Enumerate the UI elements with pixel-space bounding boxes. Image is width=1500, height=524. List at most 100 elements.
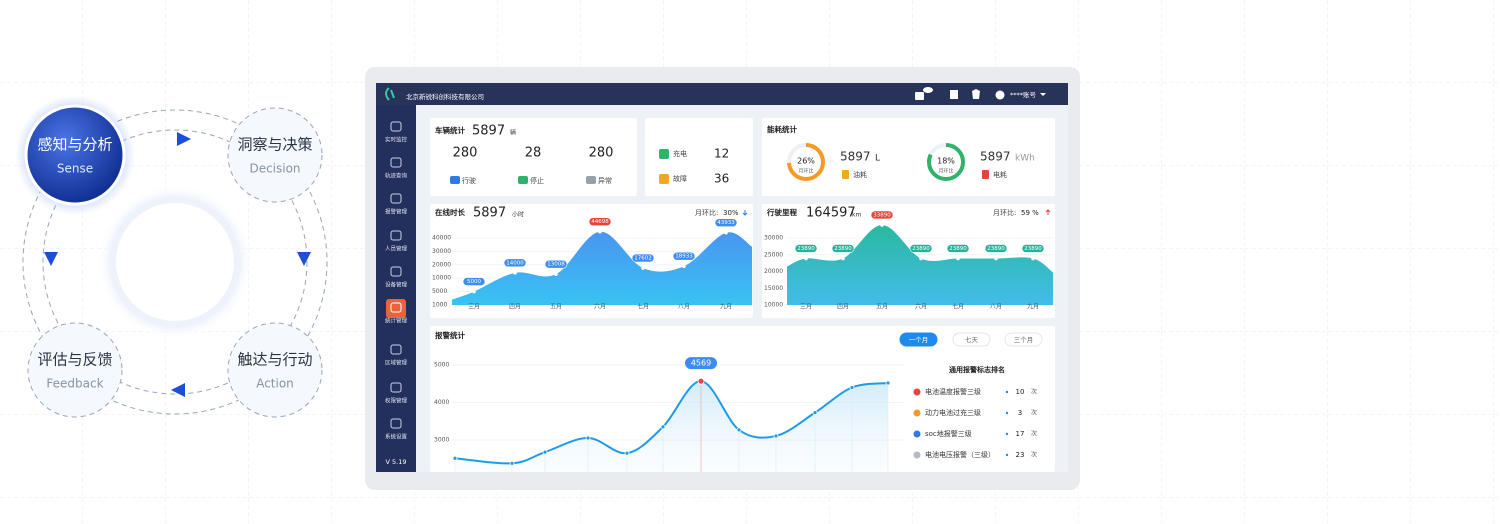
rank-label: 电池电压报警（三级） [925, 450, 995, 459]
rank-badge [913, 409, 921, 417]
tab[interactable] [952, 332, 991, 347]
y-tick-label: 10000 [764, 302, 783, 309]
data-point [682, 264, 686, 269]
energy-icon [982, 170, 989, 179]
dot [1005, 432, 1009, 436]
node [227, 107, 323, 203]
rank-unit: 次 [1031, 451, 1037, 459]
stat-value: 280 [589, 146, 614, 161]
version: V 5.19 [386, 458, 407, 466]
menu-item: 人员管理 [385, 245, 408, 253]
data-point [804, 256, 808, 261]
status-label: 故障 [673, 174, 687, 183]
card-title: 报警统计 [435, 330, 465, 340]
node [27, 322, 123, 418]
value-label: 14000 [506, 260, 524, 266]
center-circle [110, 197, 240, 327]
value-label: 23890 [912, 246, 930, 252]
stat-value: 280 [453, 146, 478, 161]
tab-label: 七天 [965, 335, 979, 344]
value-pill [870, 210, 894, 220]
tab[interactable] [1004, 332, 1043, 347]
value-label: 23890 [797, 246, 815, 252]
ratio: 59 % [1021, 209, 1039, 217]
x-tick-label: 六月 [594, 303, 606, 311]
value-pill [794, 244, 818, 253]
node-subtitle: Decision [249, 162, 300, 176]
data-point [472, 289, 476, 294]
x-tick-label: 四月 [837, 304, 849, 311]
data-point [773, 433, 779, 439]
stat-value: 28 [525, 146, 542, 161]
y-tick-label: 25000 [764, 251, 783, 258]
energy-unit: kWh [1015, 154, 1035, 164]
arrow [44, 252, 58, 266]
value-label: 17602 [634, 256, 652, 262]
menu-icon [390, 266, 402, 277]
status-icon [659, 149, 669, 159]
rank-badge [913, 451, 921, 459]
rank-badge [913, 430, 921, 438]
value-pill [984, 244, 1008, 253]
arrow [177, 132, 191, 146]
data-point [919, 256, 923, 261]
data-point [641, 266, 645, 270]
value-label: 23890 [949, 246, 967, 252]
value-label: 18933 [675, 254, 693, 260]
unit: km [852, 212, 861, 219]
value-pill [1021, 244, 1045, 253]
y-tick-label: 20000 [764, 268, 783, 275]
x-tick-label: 七月 [637, 303, 649, 311]
stat-icon [586, 176, 596, 184]
node-title: 评估与反馈 [37, 351, 112, 369]
y-tick-label: 30000 [764, 235, 783, 242]
rank-label: soc地报警三级 [925, 429, 972, 438]
tab[interactable] [899, 332, 938, 347]
node-subtitle: Feedback [46, 377, 103, 391]
donut-arc [787, 143, 825, 181]
data-point [509, 460, 515, 466]
menu-item: 系统设置 [385, 433, 408, 441]
data-point [812, 410, 818, 416]
x-tick-label: 三月 [800, 304, 812, 311]
y-tick-label: 10000 [432, 275, 451, 282]
energy-value: 5897 [980, 150, 1011, 164]
trend-arrow [1045, 209, 1051, 215]
node-title: 洞察与决策 [237, 136, 312, 154]
tab-label: 一个月 [909, 336, 929, 344]
value-pill [831, 244, 855, 253]
donut-caption: 月环比 [798, 168, 813, 175]
donut-caption: 月环比 [938, 168, 953, 175]
menu-item: 统计管理 [385, 317, 408, 325]
x-tick-label: 九月 [1027, 303, 1039, 311]
y-tick-label: 1000 [432, 302, 447, 309]
value-label: 43933 [717, 220, 735, 226]
card-title: 车辆统计 [435, 125, 465, 135]
rank-unit: 次 [1031, 430, 1037, 438]
node [24, 104, 126, 206]
card-title: 能耗统计 [767, 124, 797, 134]
rank-count: 23 [1016, 451, 1025, 459]
value-label: 5000 [467, 279, 481, 285]
data-point [724, 230, 728, 235]
x-tick-label: 九月 [720, 303, 732, 311]
y-tick-label: 3000 [434, 437, 449, 444]
energy-value: 5897 [840, 150, 871, 164]
stat-label: 异常 [598, 176, 612, 185]
menu-icon [390, 382, 402, 393]
node-subtitle: Sense [57, 162, 93, 176]
data-point [452, 455, 458, 461]
value-label: 33890 [873, 212, 891, 218]
donut-percent: 26% [797, 157, 815, 166]
arrow [297, 252, 311, 266]
x-tick-label: 八月 [678, 304, 690, 311]
menu-icon [390, 193, 402, 204]
content: 北京新锐科创科技有限公司 ****账号实时监控轨迹查询报警管理人员管理设备管理统计… [385, 90, 1053, 472]
data-point [1031, 256, 1035, 261]
status-icon [659, 174, 669, 184]
data-point [849, 385, 855, 390]
value-label: 13008 [547, 262, 565, 268]
data-point [585, 435, 591, 441]
value-pill [909, 244, 933, 253]
